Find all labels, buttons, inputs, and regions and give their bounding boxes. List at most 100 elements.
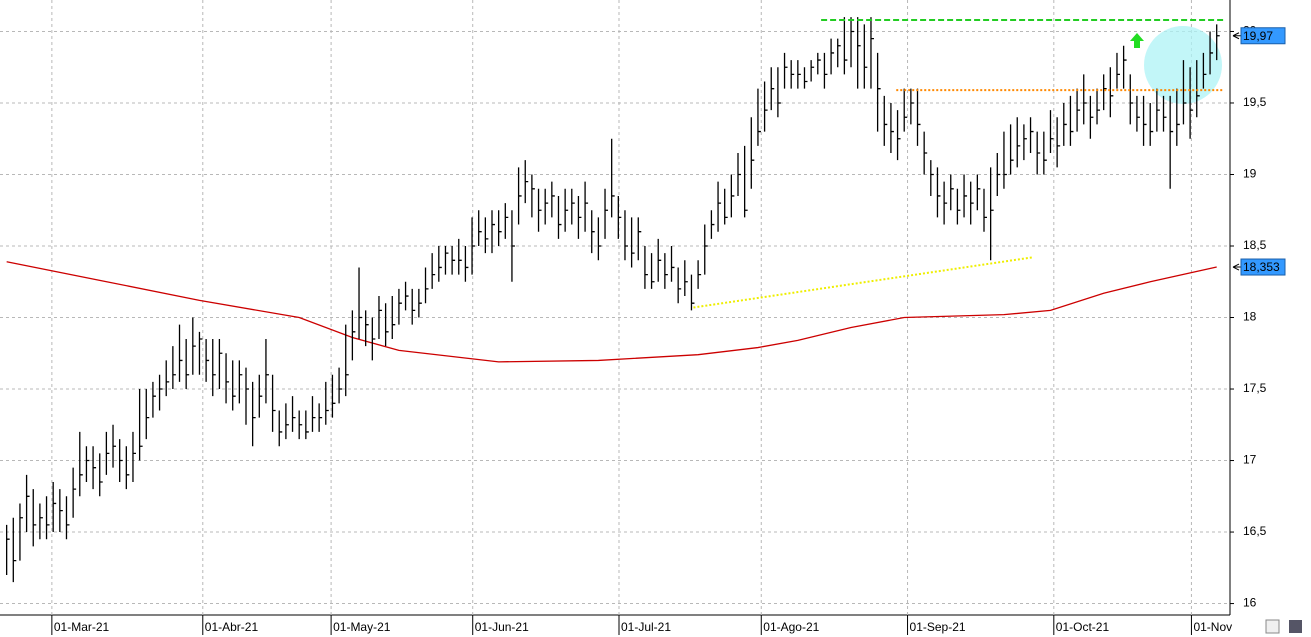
ohlc-bar: [930, 160, 934, 196]
ohlc-bar: [511, 210, 515, 282]
ohlc-bar: [697, 260, 702, 289]
ohlc-bar: [876, 52, 881, 132]
ohlc-bar: [411, 288, 416, 325]
ohlc-bar: [358, 267, 363, 339]
ohlc-bar: [1136, 95, 1140, 132]
ohlc-bar: [1162, 95, 1167, 132]
ohlc-bar: [5, 524, 10, 575]
ohlc-bar: [976, 174, 981, 211]
price-tag-label: 18,353: [1243, 260, 1280, 274]
ohlc-bar: [365, 310, 369, 347]
ohlc-bar: [291, 396, 296, 432]
x-tick-label: 01-Jul-21: [621, 620, 671, 634]
ohlc-bar: [225, 353, 230, 404]
ohlc-bar: [863, 24, 868, 89]
ohlc-bar: [431, 253, 436, 289]
ohlc-bar: [138, 389, 143, 461]
ohlc-bar: [271, 374, 276, 432]
ohlc-bar: [684, 260, 688, 297]
ohlc-bar: [650, 253, 655, 289]
ohlc-bar: [265, 338, 269, 404]
ohlc-bar: [491, 210, 495, 254]
ohlc-bar: [517, 167, 522, 225]
ohlc-bar: [12, 517, 17, 583]
ohlc-bar: [158, 374, 163, 411]
ohlc-bar: [910, 88, 914, 125]
ohlc-bar: [1189, 67, 1194, 139]
x-tick-label: 01-Oct-21: [1056, 620, 1110, 634]
ohlc-bar: [1036, 131, 1041, 175]
ohlc-bar: [584, 181, 589, 232]
ohlc-bar: [670, 246, 675, 282]
ohlc-bar: [1083, 74, 1087, 125]
save-button[interactable]: [1289, 620, 1302, 633]
ohlc-bar: [245, 367, 249, 425]
ohlc-bar: [571, 188, 575, 225]
ohlc-bar: [145, 389, 150, 440]
ohlc-bar: [1176, 88, 1180, 146]
ohlc-bar: [1089, 95, 1094, 139]
x-tick-label: 01-Mar-21: [54, 620, 110, 634]
ohlc-bar: [1156, 88, 1160, 132]
y-tick-label: 18: [1243, 310, 1257, 324]
ohlc-bar: [32, 489, 37, 547]
ohlc-bar: [258, 374, 263, 418]
ohlc-bar: [1076, 88, 1081, 132]
ohlc-bar: [956, 188, 961, 225]
ohlc-bar: [637, 217, 642, 261]
ohlc-bar: [251, 381, 256, 447]
ohlc-bar: [1149, 102, 1154, 146]
ohlc-bar: [704, 224, 708, 275]
ohlc-bar: [119, 439, 123, 482]
ohlc-bar: [1103, 74, 1107, 111]
ohlc-bar: [810, 60, 815, 82]
y-tick-label: 16: [1243, 596, 1257, 610]
ohlc-bar: [338, 367, 343, 404]
ohlc-bar: [478, 210, 482, 246]
ohlc-bar: [398, 288, 402, 325]
moving-average-line: [6, 261, 1217, 363]
ohlc-bar: [657, 238, 662, 282]
ohlc-bar: [551, 181, 555, 218]
y-tick-label: 17: [1243, 453, 1257, 467]
y-tick-label: 17,5: [1243, 381, 1267, 395]
trendline: [693, 256, 1033, 309]
ohlc-bar: [205, 338, 210, 382]
icon-button[interactable]: [1265, 619, 1280, 634]
ohlc-bar: [345, 324, 349, 397]
ohlc-bar: [351, 310, 356, 361]
ohlc-bar: [72, 467, 77, 518]
ohlc-bar: [1063, 102, 1067, 146]
ohlc-bar: [1182, 60, 1187, 125]
ohlc-bar: [19, 503, 23, 561]
ohlc-bar: [464, 246, 469, 282]
ohlc-bar: [857, 17, 861, 89]
ohlc-bar: [1016, 117, 1021, 168]
ohlc-bar: [238, 360, 243, 404]
ohlc-bar: [1096, 88, 1101, 125]
ohlc-bar: [690, 274, 695, 311]
ohlc-bar: [497, 210, 502, 246]
y-tick-label: 16,5: [1243, 524, 1267, 538]
ohlc-bar: [604, 188, 609, 239]
ohlc-bar: [378, 296, 382, 339]
ohlc-bar: [797, 60, 801, 89]
ohlc-bar: [757, 88, 761, 146]
ohlc-bar: [152, 381, 156, 418]
ohlc-bar: [99, 453, 103, 497]
ohlc-bar: [544, 188, 549, 225]
ohlc-bar: [391, 296, 396, 339]
ohlc-bar: [451, 246, 456, 275]
ohlc-bar: [1216, 24, 1220, 61]
ohlc-bar: [850, 17, 855, 68]
ohlc-bar: [444, 246, 449, 275]
ohlc-bar: [1169, 95, 1174, 189]
ohlc-bar: [1043, 131, 1047, 175]
ohlc-bar: [843, 17, 848, 75]
ohlc-bar: [750, 117, 755, 189]
ohlc-bar: [677, 267, 682, 304]
ohlc-bar: [664, 253, 668, 289]
up-arrow: [1130, 33, 1144, 48]
price-tag: [1240, 27, 1286, 45]
